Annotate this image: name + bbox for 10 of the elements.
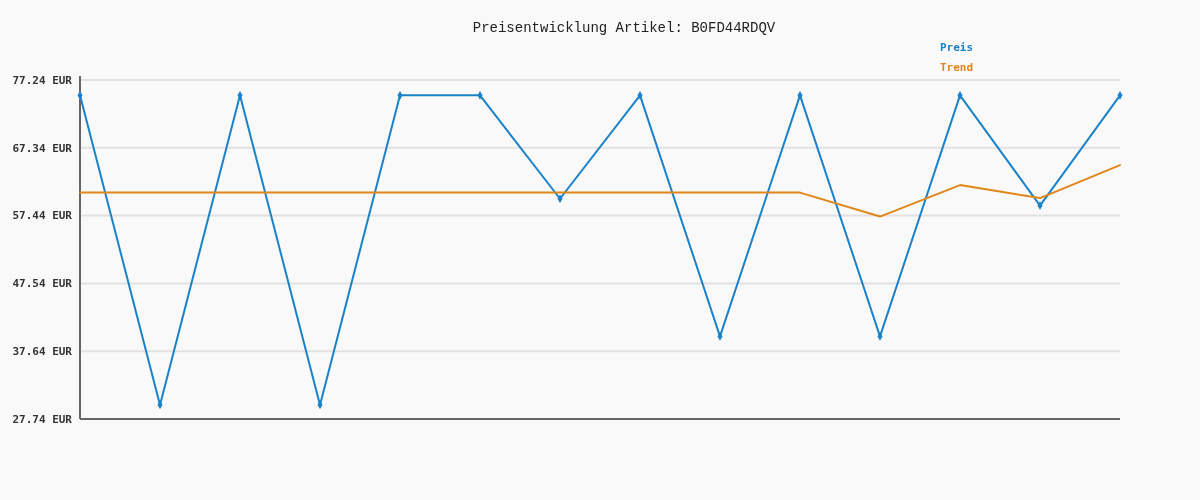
chart-title: Preisentwicklung Artikel: B0FD44RDQV	[472, 20, 776, 36]
line-series	[79, 164, 1121, 218]
y-tick-label: 27.74 EUR	[12, 412, 73, 426]
y-tick-label: 37.64 EUR	[12, 345, 73, 359]
y-tick-label: 57.44 EUR	[12, 209, 73, 223]
y-tick-label: 67.34 EUR	[12, 141, 73, 155]
text: Preis	[940, 40, 974, 54]
y-tick-label: 47.54 EUR	[12, 277, 73, 291]
text: Trend	[940, 60, 974, 74]
y-tick-label: 77.24 EUR	[12, 73, 73, 87]
